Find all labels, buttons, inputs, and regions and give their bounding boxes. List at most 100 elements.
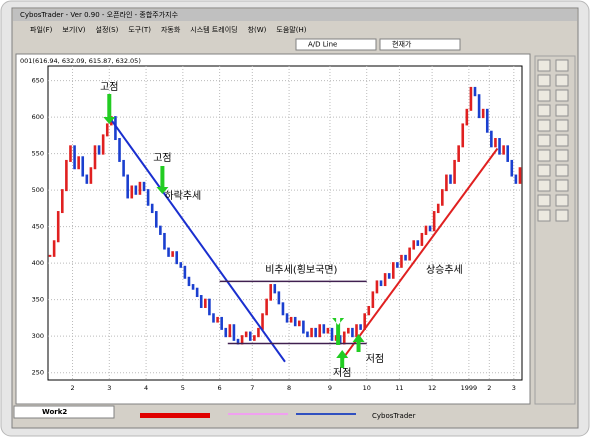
candle — [436, 203, 440, 214]
candle — [61, 189, 64, 214]
y-tick-label: 250 — [32, 369, 44, 377]
line-style[interactable] — [296, 413, 356, 415]
candle — [379, 280, 383, 287]
candle — [473, 86, 477, 97]
candle — [232, 324, 236, 341]
x-tick-label: 7 — [250, 384, 254, 392]
x-tick-label: 9 — [328, 384, 332, 392]
annotation: 상승추세 — [426, 264, 463, 276]
status-text: CybosTrader — [372, 412, 416, 420]
candle — [269, 284, 272, 301]
tool-icon — [537, 164, 551, 177]
title-bar — [13, 9, 577, 21]
x-tick-label: 2 — [70, 384, 74, 392]
annotation: 저점 — [366, 353, 384, 365]
price-select[interactable] — [379, 38, 461, 51]
menu-item[interactable]: 자동화 — [161, 25, 181, 34]
candle — [510, 159, 514, 177]
annotation: 고점 — [153, 152, 171, 164]
candle — [383, 273, 387, 287]
candle — [69, 145, 72, 162]
tool-icon — [555, 179, 569, 192]
arrow — [103, 94, 116, 124]
candle — [236, 338, 240, 345]
candle — [514, 174, 518, 184]
candle — [469, 86, 473, 111]
candle — [265, 298, 268, 316]
line-style[interactable] — [140, 413, 210, 418]
candle — [338, 335, 342, 345]
indicator-select[interactable] — [295, 38, 377, 51]
tool-icon — [537, 104, 551, 117]
candle — [285, 313, 289, 323]
candle — [130, 185, 134, 199]
candle — [253, 335, 256, 341]
menu-item[interactable]: 도움말(H) — [276, 26, 306, 34]
uptrend-line — [341, 147, 499, 361]
y-tick-label: 450 — [32, 223, 44, 231]
candle — [167, 247, 170, 257]
annotation: 하락추세 — [164, 189, 201, 202]
candle — [77, 156, 80, 170]
window-title: CybosTrader - Ver 0.90 - 오픈라인 - 종합주가지수 — [20, 10, 179, 19]
tab-bar — [13, 405, 115, 419]
candle — [93, 145, 97, 170]
menu-item[interactable]: 설정(S) — [96, 25, 119, 34]
arrow — [332, 318, 345, 345]
tool-icon — [537, 149, 551, 162]
candle — [97, 145, 101, 155]
candle — [138, 181, 142, 195]
candle — [179, 262, 183, 268]
tool-icon — [555, 74, 569, 87]
candle — [195, 287, 199, 298]
candle — [277, 291, 281, 305]
menu-item[interactable]: 보기(V) — [62, 25, 85, 34]
y-tick-label: 350 — [32, 296, 44, 304]
menu-item[interactable]: 파일(F) — [30, 25, 53, 34]
arrow — [352, 334, 365, 352]
tool-icon — [555, 59, 569, 72]
candle — [481, 108, 485, 119]
arrow — [336, 350, 349, 368]
menu-item[interactable]: 시스템 트레이딩 — [190, 25, 237, 34]
indicator-select-text: A/D Line — [308, 41, 337, 49]
candle — [289, 316, 293, 323]
candle — [220, 316, 223, 330]
candle — [334, 335, 338, 341]
x-tick-label: 11 — [395, 384, 403, 392]
candle — [126, 174, 129, 199]
candle — [191, 284, 195, 290]
price-select-text: 현재가 — [392, 40, 412, 49]
y-tick-label: 650 — [32, 77, 44, 85]
plot-area — [47, 65, 523, 381]
line-style[interactable] — [228, 413, 288, 415]
candle — [502, 145, 505, 155]
y-tick-label: 300 — [32, 332, 44, 340]
candle — [183, 265, 187, 279]
menu-item[interactable]: 도구(T) — [128, 26, 151, 34]
candle — [187, 276, 191, 287]
candle — [453, 159, 456, 184]
candle — [391, 262, 395, 279]
candle — [163, 232, 166, 250]
menu-item[interactable]: 창(W) — [248, 26, 267, 34]
candle — [122, 159, 125, 177]
annotation: 비추세(횡보국면) — [265, 264, 337, 276]
candle — [412, 240, 416, 250]
candle — [52, 240, 56, 257]
candle — [428, 225, 432, 232]
candle — [330, 327, 334, 341]
tool-icon — [555, 194, 569, 207]
tool-icon — [555, 119, 569, 132]
candle — [306, 331, 309, 338]
candle — [273, 284, 277, 294]
candle — [281, 302, 285, 316]
tool-icon — [537, 119, 551, 132]
tool-icon — [537, 59, 551, 72]
x-tick-label: 5 — [181, 384, 185, 392]
candle — [359, 324, 362, 330]
tool-icon — [537, 134, 551, 147]
candle — [465, 108, 469, 126]
work-tab[interactable]: Work2 — [42, 408, 67, 416]
